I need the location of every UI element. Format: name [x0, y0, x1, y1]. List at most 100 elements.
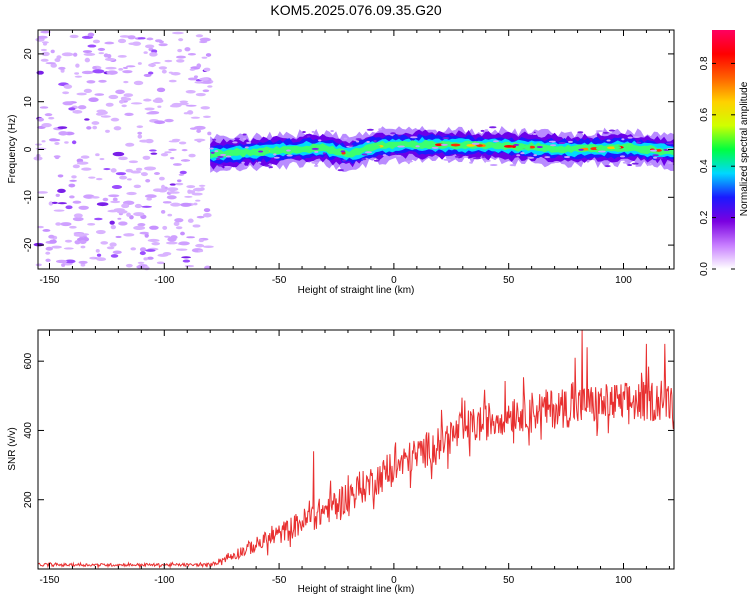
noise-blob [161, 184, 166, 190]
colorbar-tick-label: 0.8 [699, 56, 710, 70]
noise-blob [112, 250, 122, 255]
noise-blob [193, 75, 199, 79]
noise-blob [191, 192, 203, 196]
noise-blob [80, 263, 86, 267]
noise-blob [62, 91, 70, 95]
noise-blob [80, 155, 90, 159]
noise-blob [182, 259, 191, 263]
signal-halo-blob [598, 150, 606, 153]
signal-halo-blob [484, 129, 489, 132]
noise-blob [141, 205, 153, 208]
noise-blob [130, 170, 142, 174]
noise-blob [145, 249, 156, 252]
noise-blob [58, 131, 68, 136]
snr-x-axis-label: Height of straight line (km) [298, 584, 415, 595]
noise-blob [95, 229, 106, 235]
signal-halo-blob [544, 156, 551, 159]
signal-halo-blob [440, 143, 448, 146]
noise-blob [42, 229, 51, 232]
noise-blob [171, 31, 184, 35]
spectrogram-y-tick-label: -10 [23, 190, 34, 205]
noise-blob [112, 151, 125, 157]
noise-blob [100, 115, 111, 118]
noise-blob [158, 40, 164, 44]
signal-halo-blob [234, 137, 241, 140]
noise-blob [102, 197, 109, 202]
snr-x-tick-label: -100 [154, 575, 174, 586]
noise-blob [106, 246, 115, 250]
noise-blob [69, 195, 75, 199]
noise-blob [186, 236, 196, 239]
noise-blob [152, 188, 163, 192]
signal-halo-blob [373, 139, 377, 142]
noise-blob [54, 141, 60, 145]
noise-blob [193, 138, 206, 142]
signal-halo-blob [636, 141, 642, 144]
signal-hotspot [511, 145, 517, 148]
snr-x-tick-label: -150 [39, 575, 59, 586]
signal-halo-blob [469, 161, 473, 164]
spectrogram-x-tick-label: -50 [272, 275, 287, 286]
noise-blob [133, 212, 145, 217]
noise-blob [157, 105, 162, 108]
noise-blob [84, 118, 90, 121]
noise-blob [113, 208, 125, 211]
spectrogram-x-tick-label: 50 [503, 275, 515, 286]
noise-blob [153, 172, 160, 175]
noise-blob [179, 100, 189, 103]
signal-halo-blob [516, 154, 521, 157]
noise-blob [146, 256, 154, 260]
noise-blob [86, 80, 96, 84]
noise-blob [100, 241, 109, 245]
noise-blob [110, 168, 117, 173]
noise-blob [202, 245, 214, 248]
noise-blob [74, 75, 83, 78]
noise-blob [129, 215, 134, 220]
noise-blob [168, 148, 177, 151]
noise-blob [94, 217, 103, 221]
noise-blob [103, 168, 111, 171]
noise-blob [82, 235, 87, 238]
noise-blob [190, 116, 201, 119]
noise-blob [164, 59, 173, 63]
noise-blob [169, 104, 178, 108]
signal-halo-blob [608, 129, 616, 132]
noise-blob [144, 44, 155, 49]
signal-hotspot [549, 146, 559, 150]
noise-blob [177, 48, 183, 53]
signal-halo-blob [577, 131, 584, 134]
noise-blob [143, 257, 148, 261]
noise-blob [186, 185, 196, 189]
noise-blob [159, 176, 165, 181]
signal-halo-blob [553, 161, 560, 164]
signal-hotspot [655, 149, 662, 152]
noise-blob [176, 179, 182, 183]
noise-blob [33, 242, 44, 247]
signal-halo-blob [311, 147, 319, 150]
noise-blob [137, 134, 143, 139]
noise-blob [41, 140, 46, 143]
noise-blob [161, 69, 167, 74]
noise-blob [145, 178, 151, 183]
noise-blob [109, 242, 117, 247]
signal-halo-blob [646, 163, 653, 166]
noise-blob [164, 118, 174, 123]
noise-blob [118, 221, 128, 226]
snr-y-tick-label: 600 [23, 352, 34, 369]
signal-halo-blob [306, 135, 311, 138]
noise-blob [75, 63, 80, 68]
noise-blob [148, 63, 156, 67]
noise-blob [137, 131, 143, 135]
noise-blob [109, 220, 115, 225]
noise-blob [96, 253, 102, 257]
signal-halo-blob [257, 161, 262, 164]
signal-halo-blob [480, 129, 485, 132]
signal-hotspot [427, 143, 435, 147]
noise-blob [37, 191, 48, 194]
noise-blob [202, 115, 211, 118]
snr-plot-area [38, 330, 674, 569]
noise-blob [117, 55, 127, 58]
colorbar-label: Normalized spectral amplitude [739, 81, 750, 216]
noise-blob [187, 218, 194, 223]
noise-blob [176, 59, 185, 63]
